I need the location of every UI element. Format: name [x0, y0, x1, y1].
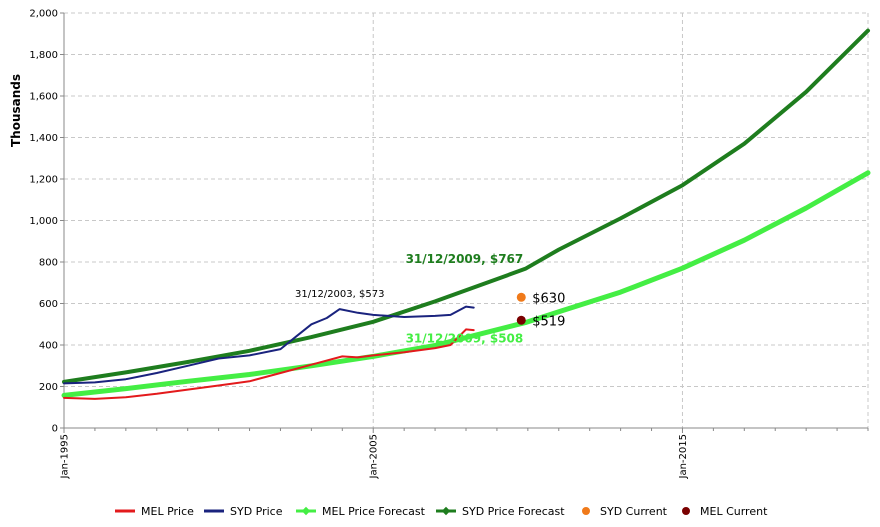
legend-label-mel-current: MEL Current [700, 505, 768, 518]
legend-label-mel-price-forecast: MEL Price Forecast [322, 505, 426, 518]
y-tick-label: 1,000 [29, 216, 58, 227]
annotation-label: 31/12/2003, $573 [295, 289, 384, 300]
legend-label-mel-price: MEL Price [141, 505, 194, 518]
y-tick-label: 1,800 [29, 50, 58, 61]
annotation-label: 31/12/2009, $767 [406, 252, 524, 266]
legend-label-syd-current: SYD Current [600, 505, 668, 518]
annotation-label: $519 [532, 314, 565, 329]
legend-label-syd-price: SYD Price [230, 505, 283, 518]
legend-swatch-syd-current [582, 507, 590, 515]
x-tick-label: Jan-2005 [369, 434, 380, 479]
y-tick-label: 1,400 [29, 133, 58, 144]
axes [60, 12, 869, 433]
annotation-label: $630 [532, 291, 565, 306]
legend-marker-syd-price-forecast [441, 506, 451, 516]
y-tick-label: 800 [39, 258, 58, 269]
mel-price-line [63, 328, 475, 400]
series-lines [61, 28, 871, 400]
legend-swatch-mel-current [682, 507, 690, 515]
current-points [516, 292, 526, 325]
legend-label-syd-price-forecast: SYD Price Forecast [462, 505, 565, 518]
y-tick-labels: 0 200 400 600 800 1,000 1,200 1,400 1,600 1,800 2,… [29, 9, 58, 435]
mel-current-point [516, 315, 526, 325]
y-tick-label: 0 [52, 424, 58, 435]
mel-price-forecast-line [61, 170, 871, 398]
y-tick-label: 1,600 [29, 92, 58, 103]
y-tick-label: 1,200 [29, 175, 58, 186]
y-axis-label: Thousands [9, 74, 23, 147]
legend-marker-mel-price-forecast [301, 506, 311, 516]
syd-price-forecast-line [62, 28, 870, 384]
x-tick-label: Jan-2015 [678, 434, 689, 479]
y-tick-label: 600 [39, 299, 58, 310]
y-tick-label: 200 [39, 382, 58, 393]
legend: MEL Price SYD Price MEL Price Forecast SYD … [115, 505, 768, 518]
y-tick-label: 2,000 [29, 9, 58, 20]
syd-price-line [63, 305, 475, 385]
annotations: 31/12/2003, $573 31/12/2009, $767 31/12/20… [295, 252, 565, 346]
y-tick-label: 400 [39, 341, 58, 352]
grid-lines [64, 12, 869, 428]
syd-current-point [516, 292, 526, 302]
x-tick-labels: Jan-1995 Jan-2005 Jan-2015 [60, 434, 689, 479]
annotation-label: 31/12/2009, $508 [406, 332, 524, 346]
x-tick-label: Jan-1995 [60, 434, 71, 479]
